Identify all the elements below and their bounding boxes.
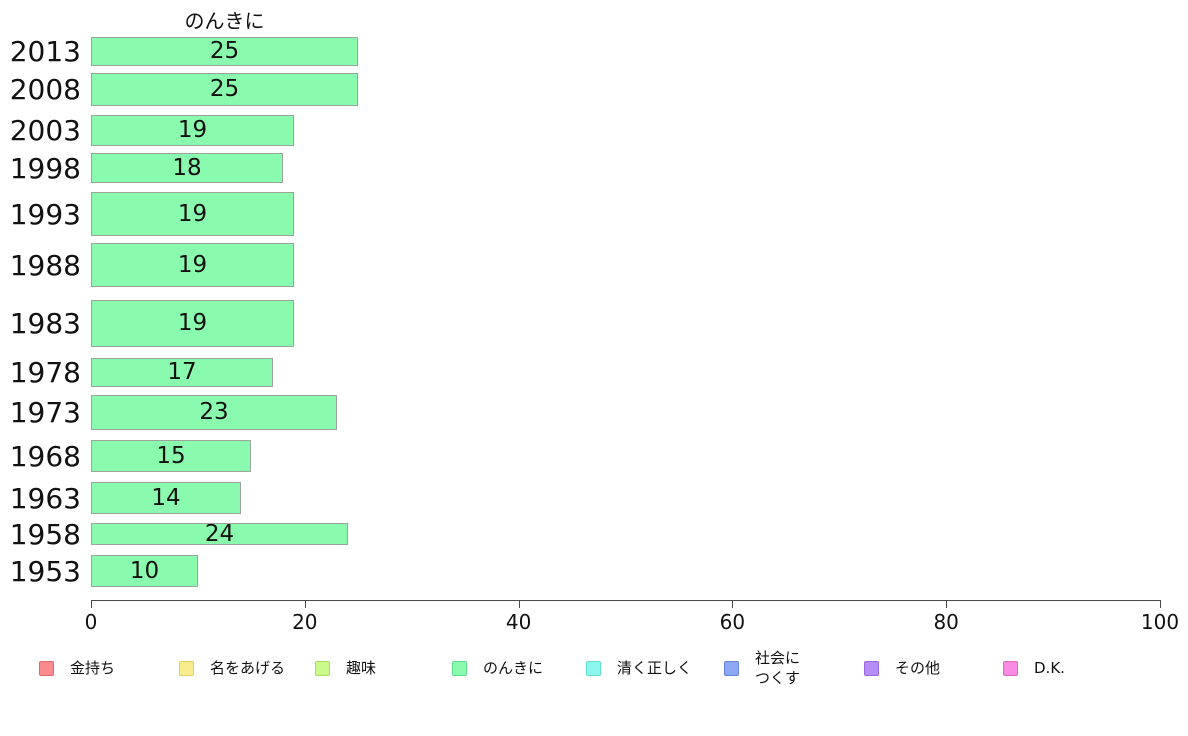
bar: 25 <box>91 37 358 66</box>
legend-swatch-icon <box>864 660 879 676</box>
y-axis-category-label: 1983 <box>9 307 81 340</box>
bar-value-label: 17 <box>167 359 197 385</box>
x-axis-tick <box>304 600 306 608</box>
legend-item: 趣味 <box>315 648 376 688</box>
legend-item: 社会に つくす <box>724 648 800 688</box>
bar-value-label: 19 <box>177 251 208 278</box>
bar-value-label: 25 <box>209 76 240 102</box>
x-axis-tick-label: 80 <box>933 610 959 634</box>
x-axis-tick <box>518 600 520 608</box>
x-axis-tick <box>1160 600 1161 608</box>
legend-label: 金持ち <box>70 659 116 677</box>
bar-value-label: 19 <box>177 200 208 227</box>
bar: 18 <box>91 153 283 183</box>
y-axis-category-label: 1978 <box>9 356 81 389</box>
y-axis-category-label: 1963 <box>9 481 81 515</box>
y-axis-category-label: 1968 <box>9 439 81 473</box>
legend-item: 金持ち <box>39 648 115 688</box>
bar: 19 <box>91 300 294 347</box>
legend-label: 清く正しく <box>617 659 693 677</box>
bar-value-label: 19 <box>177 310 208 336</box>
y-axis-category-label: 1953 <box>9 554 81 588</box>
legend-item: その他 <box>864 648 940 688</box>
legend-swatch-icon <box>724 660 739 676</box>
y-axis-category-label: 2003 <box>9 114 81 147</box>
y-axis-category-label: 1993 <box>9 197 81 231</box>
x-axis-tick-label: 100 <box>1140 610 1180 634</box>
legend-label: 名をあげる <box>210 659 286 677</box>
bar: 24 <box>91 520 348 547</box>
legend-swatch-icon <box>315 660 330 676</box>
x-axis-tick-label: 40 <box>505 610 532 634</box>
legend-swatch-icon <box>179 660 194 676</box>
bar: 19 <box>91 115 294 146</box>
bar: 14 <box>91 482 241 514</box>
chart-title: のんきに <box>184 9 265 33</box>
legend-label: D.K. <box>1034 659 1065 677</box>
x-axis-tick <box>732 600 734 608</box>
x-axis-tick-label: 0 <box>84 610 98 634</box>
bar: 15 <box>91 440 251 472</box>
legend-label: 趣味 <box>346 659 377 677</box>
legend-label: のんきに <box>483 659 544 677</box>
bar-value-label: 23 <box>199 399 229 425</box>
x-axis-tick-label: 20 <box>292 610 318 634</box>
bar: 23 <box>91 395 337 430</box>
bar: 10 <box>91 555 198 587</box>
bar-value-label: 14 <box>151 484 181 511</box>
y-axis-category-label: 1973 <box>9 396 81 429</box>
bar: 25 <box>91 73 358 106</box>
x-axis-tick-label: 60 <box>719 610 746 634</box>
legend-label: その他 <box>895 659 941 677</box>
legend-swatch-icon <box>39 660 54 676</box>
y-axis-category-label: 1958 <box>9 517 81 551</box>
bar-value-label: 15 <box>156 442 186 469</box>
legend-item: 名をあげる <box>179 648 285 688</box>
legend-swatch-icon <box>586 660 601 676</box>
y-axis-category-label: 1998 <box>9 151 81 185</box>
bar-value-label: 25 <box>209 38 240 64</box>
bar: 19 <box>91 243 294 287</box>
bar-value-label: 18 <box>172 154 202 181</box>
y-axis-category-label: 2013 <box>9 35 81 68</box>
legend-item: のんきに <box>452 648 543 688</box>
y-axis-category-label: 2008 <box>9 73 81 106</box>
bar-value-label: 10 <box>129 557 160 584</box>
y-axis-category-label: 1988 <box>9 248 81 282</box>
legend-item: D.K. <box>1003 648 1065 688</box>
bar: 19 <box>91 192 294 236</box>
legend: 金持ち 名をあげる 趣味 のんきに 清く正しく 社会に つくす その他 D.K. <box>0 648 1188 688</box>
bar-value-label: 24 <box>204 520 235 547</box>
bar-value-label: 19 <box>177 117 208 143</box>
bar: 17 <box>91 358 273 387</box>
x-axis-tick <box>91 600 92 608</box>
legend-label: 社会に つくす <box>755 649 801 687</box>
x-axis-line <box>91 600 1161 601</box>
legend-swatch-icon <box>452 660 467 676</box>
legend-swatch-icon <box>1003 660 1018 676</box>
legend-item: 清く正しく <box>586 648 692 688</box>
x-axis-tick <box>946 600 948 608</box>
